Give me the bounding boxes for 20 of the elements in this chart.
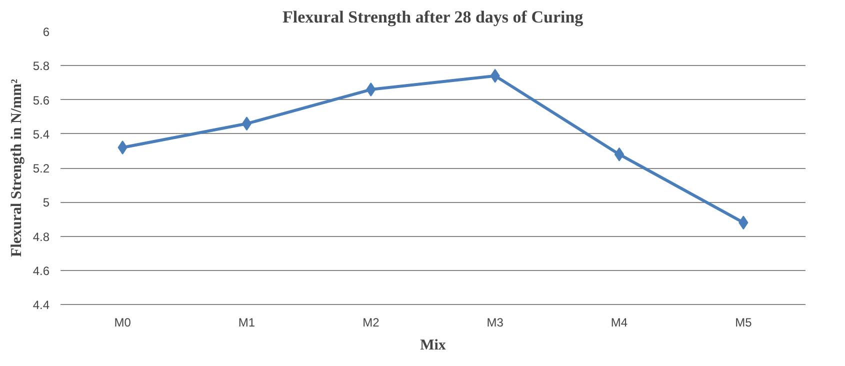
y-tick-label: 4.6 xyxy=(32,264,50,278)
x-axis-title: Mix xyxy=(420,338,446,354)
point xyxy=(614,147,624,162)
x-tick-label: M2 xyxy=(362,316,380,330)
point xyxy=(242,116,252,131)
y-tick-label: 5.4 xyxy=(32,127,50,142)
x-tick-label: M0 xyxy=(114,316,132,330)
x-tick-label: M3 xyxy=(486,316,504,330)
y-tick-label: 4.8 xyxy=(32,230,50,244)
x-tick-label: M4 xyxy=(610,316,628,330)
y-tick-label: 5.8 xyxy=(32,59,50,74)
y-tick-label: 5 xyxy=(42,196,50,210)
chart-title: Flexural Strength after 28 days of Curing xyxy=(282,8,584,26)
y-tick-label: 6 xyxy=(42,25,50,39)
y-axis-title: Flexural Strength in N/mm² xyxy=(8,78,25,257)
y-tick-label: 5.2 xyxy=(32,162,50,176)
x-tick-label: M1 xyxy=(238,316,256,330)
x-tick-label: M5 xyxy=(735,316,752,330)
y-tick-label: 4.4 xyxy=(32,298,50,312)
y-tick-label: 5.6 xyxy=(32,93,50,108)
